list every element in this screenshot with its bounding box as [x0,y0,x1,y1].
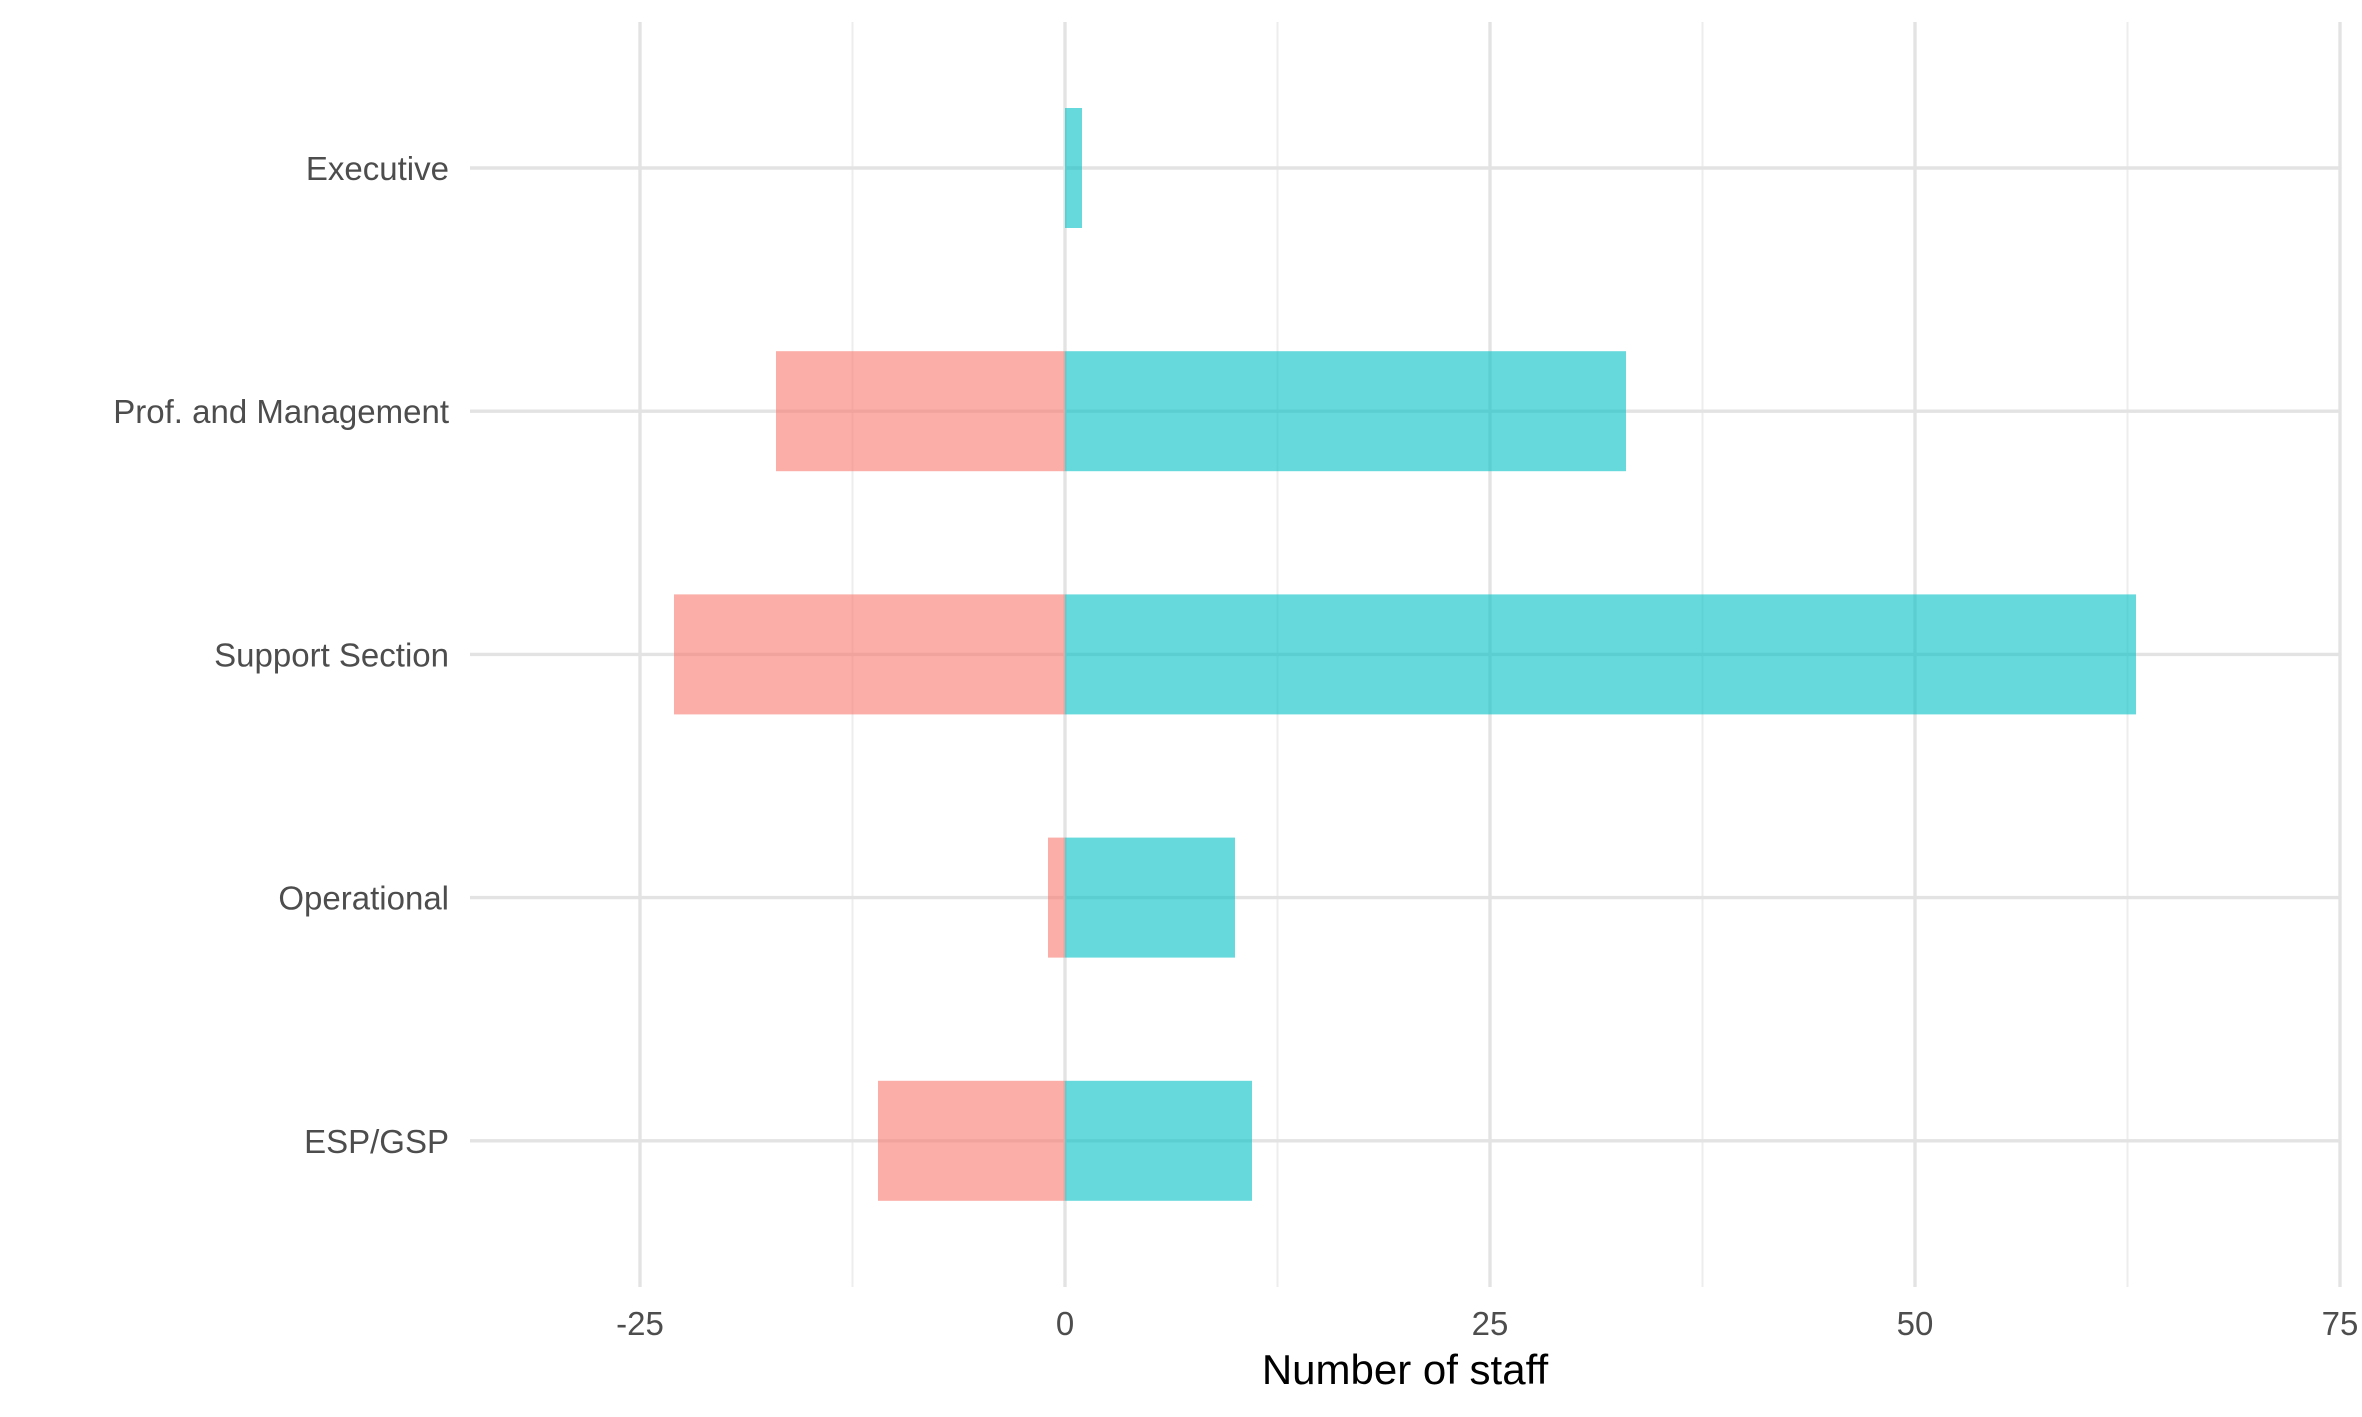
bar-series1-esp-gsp [878,1080,1065,1201]
y-category-label: Prof. and Management [113,393,449,430]
y-category-label: Executive [306,150,449,187]
x-tick-label: 75 [2322,1305,2359,1342]
bar-series1-support-section [674,594,1065,715]
x-tick-label: 25 [1472,1305,1509,1342]
bar-series1-prof-and-management [776,351,1065,472]
bar-series1-operational [1048,837,1065,958]
x-tick-label: 50 [1897,1305,1934,1342]
x-tick-label: 0 [1056,1305,1074,1342]
bars [674,108,2136,1201]
x-tick-label: -25 [616,1305,664,1342]
y-axis-category-labels: Executive Prof. and Management Support Sec… [113,150,449,1160]
y-category-label: Support Section [214,636,449,673]
bar-series2-executive [1065,108,1082,228]
bar-series2-operational [1065,837,1235,958]
x-axis-tick-labels: -25 0 25 50 75 [616,1305,2358,1342]
y-category-label: ESP/GSP [304,1123,449,1160]
bar-series2-prof-and-management [1065,351,1626,472]
bar-series2-support-section [1065,594,2136,715]
y-category-label: Operational [278,880,449,917]
bar-series2-esp-gsp [1065,1080,1252,1201]
x-axis-title: Number of staff [1262,1346,1549,1393]
